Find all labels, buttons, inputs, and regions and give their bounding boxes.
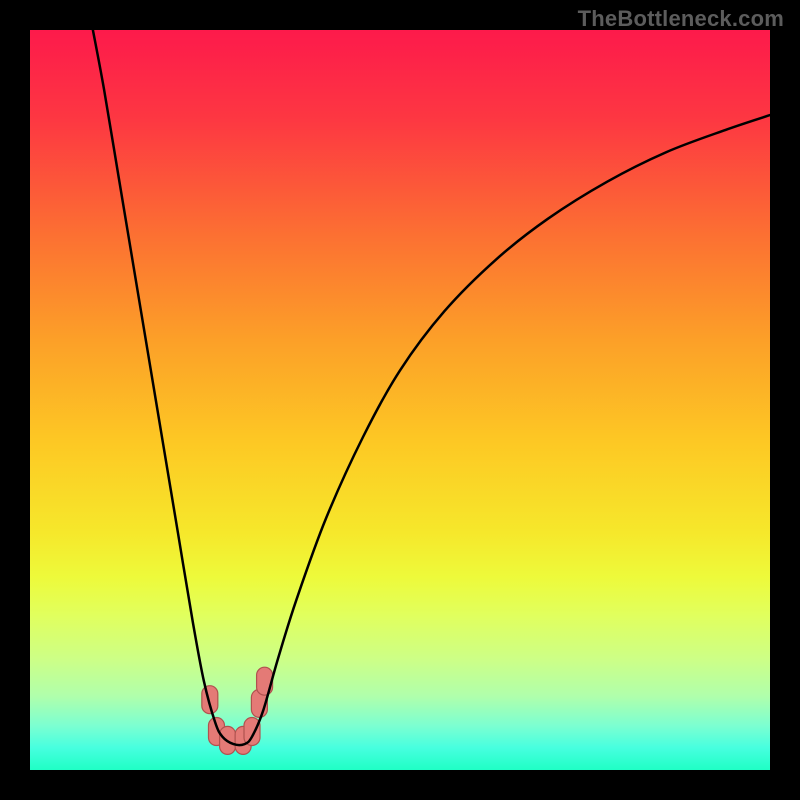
chart-svg bbox=[30, 30, 770, 770]
chart-plot-area bbox=[30, 30, 770, 770]
curve-marker bbox=[202, 686, 218, 714]
curve-marker bbox=[244, 718, 260, 746]
watermark-text: TheBottleneck.com bbox=[578, 6, 784, 32]
bottleneck-curve bbox=[93, 30, 770, 745]
